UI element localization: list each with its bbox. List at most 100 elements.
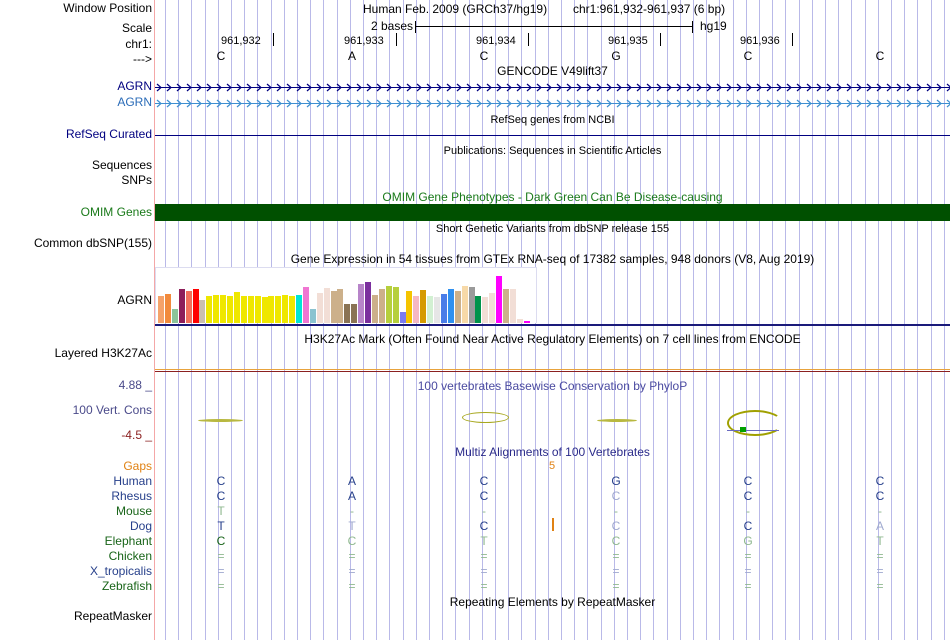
alignment-base-mouse[interactable]: -: [746, 504, 750, 518]
alignment-base-human[interactable]: A: [347, 474, 356, 488]
gtex-tissue-bar[interactable]: [447, 289, 454, 323]
gtex-tissue-bar[interactable]: [461, 286, 468, 323]
gtex-tissue-bar[interactable]: [164, 294, 171, 323]
alignment-base-rhesus[interactable]: C: [216, 489, 226, 503]
alignment-base-elephant[interactable]: T: [876, 534, 884, 548]
gtex-tissue-bar[interactable]: [268, 296, 275, 323]
label-common-dbsnp[interactable]: Common dbSNP(155): [33, 236, 152, 250]
alignment-base-rhesus[interactable]: C: [479, 489, 489, 503]
alignment-base-mouse[interactable]: -: [878, 504, 882, 518]
gtex-tissue-bar[interactable]: [247, 296, 254, 323]
gtex-track-title[interactable]: Gene Expression in 54 tissues from GTEx …: [290, 252, 815, 266]
gtex-tissue-bar[interactable]: [399, 312, 406, 323]
gtex-tissue-bar[interactable]: [523, 321, 530, 323]
alignment-base-dog[interactable]: C: [479, 519, 489, 533]
gtex-tissue-bar[interactable]: [440, 294, 447, 323]
alignment-base-chicken[interactable]: =: [612, 549, 620, 563]
alignment-base-x_tropicalis[interactable]: =: [348, 564, 356, 578]
gtex-tissue-bar[interactable]: [434, 297, 440, 323]
label-omim-genes[interactable]: OMIM Genes: [80, 205, 152, 219]
alignment-base-x_tropicalis[interactable]: =: [744, 564, 752, 578]
gtex-tissue-bar[interactable]: [261, 297, 268, 323]
alignment-base-zebrafish[interactable]: =: [744, 579, 752, 593]
gtex-tissue-bar[interactable]: [351, 304, 358, 323]
omim-track-title[interactable]: OMIM Gene Phenotypes - Dark Green Can Be…: [382, 190, 723, 204]
gtex-tissue-bar[interactable]: [330, 291, 337, 323]
gtex-tissue-bar[interactable]: [296, 295, 302, 323]
alignment-base-x_tropicalis[interactable]: =: [217, 564, 225, 578]
gtex-tissue-bar[interactable]: [316, 293, 323, 323]
label-species-mouse[interactable]: Mouse: [115, 504, 152, 518]
label-100-vert-cons[interactable]: 100 Vert. Cons: [72, 403, 152, 417]
label-species-xtropicalis[interactable]: X_tropicalis: [89, 564, 152, 578]
label-species-elephant[interactable]: Elephant: [104, 534, 152, 548]
gtex-tissue-bar[interactable]: [282, 295, 289, 323]
alignment-base-human[interactable]: C: [479, 474, 489, 488]
label-pub-sequences[interactable]: Sequences: [91, 158, 152, 172]
alignment-base-mouse[interactable]: T: [217, 504, 225, 518]
refseq-track-title[interactable]: RefSeq genes from NCBI: [490, 114, 615, 126]
gtex-tissue-bar[interactable]: [378, 289, 385, 323]
label-gencode-agrn-1[interactable]: AGRN: [117, 79, 152, 93]
gtex-tissue-bar[interactable]: [365, 282, 371, 323]
gtex-tissue-bar[interactable]: [206, 296, 213, 323]
gtex-tissue-bar[interactable]: [413, 296, 420, 323]
gtex-tissue-bar[interactable]: [185, 291, 192, 323]
alignment-base-chicken[interactable]: =: [217, 549, 225, 563]
alignment-base-human[interactable]: C: [875, 474, 885, 488]
gtex-tissue-bar[interactable]: [275, 296, 282, 323]
alignment-base-chicken[interactable]: =: [480, 549, 488, 563]
gtex-tissue-bar[interactable]: [385, 286, 392, 323]
gtex-tissue-bar[interactable]: [240, 296, 247, 323]
gtex-tissue-bar[interactable]: [482, 297, 489, 323]
gtex-tissue-bar[interactable]: [427, 296, 434, 323]
omim-gene-bar[interactable]: [155, 204, 950, 221]
alignment-base-mouse[interactable]: -: [482, 504, 486, 518]
phylop-conservation-glyph[interactable]: [727, 410, 783, 436]
repeatmasker-track-title[interactable]: Repeating Elements by RepeatMasker: [449, 595, 656, 609]
gtex-tissue-bar[interactable]: [509, 289, 516, 323]
phylop-conservation-glyph[interactable]: [198, 419, 243, 422]
label-species-dog[interactable]: Dog: [129, 519, 152, 533]
alignment-base-zebrafish[interactable]: =: [876, 579, 884, 593]
label-layered-h3k27ac[interactable]: Layered H3K27Ac: [54, 346, 152, 360]
label-gencode-agrn-2[interactable]: AGRN: [117, 95, 152, 109]
gtex-tissue-bar[interactable]: [406, 291, 413, 323]
label-species-chicken[interactable]: Chicken: [108, 549, 152, 563]
gtex-tissue-bar[interactable]: [503, 289, 509, 323]
gtex-tissue-bar[interactable]: [220, 295, 227, 323]
label-refseq-curated[interactable]: RefSeq Curated: [65, 127, 152, 141]
gtex-tissue-bar[interactable]: [158, 296, 164, 323]
alignment-base-dog[interactable]: T: [217, 519, 225, 533]
gtex-tissue-bar[interactable]: [171, 309, 178, 323]
alignment-base-rhesus[interactable]: C: [611, 489, 621, 503]
multiz-track-title[interactable]: Multiz Alignments of 100 Vertebrates: [455, 445, 650, 459]
label-pub-snps[interactable]: SNPs: [121, 173, 152, 187]
alignment-base-elephant[interactable]: C: [611, 534, 621, 548]
alignment-base-elephant[interactable]: C: [347, 534, 357, 548]
alignment-base-chicken[interactable]: =: [744, 549, 752, 563]
dbsnp-track-title[interactable]: Short Genetic Variants from dbSNP releas…: [435, 223, 670, 235]
alignment-base-human[interactable]: G: [611, 474, 621, 488]
gtex-tissue-bar[interactable]: [516, 319, 523, 323]
alignment-base-rhesus[interactable]: C: [743, 489, 753, 503]
gtex-tissue-bar[interactable]: [489, 293, 496, 323]
gtex-tissue-bar[interactable]: [178, 289, 185, 323]
alignment-base-x_tropicalis[interactable]: =: [612, 564, 620, 578]
gencode-transcript-row-1[interactable]: [155, 82, 950, 94]
gtex-tissue-bar[interactable]: [344, 304, 351, 323]
gtex-bar-chart[interactable]: [155, 267, 537, 323]
gtex-tissue-bar[interactable]: [371, 295, 378, 323]
gtex-tissue-bar[interactable]: [233, 292, 240, 323]
gtex-tissue-bar[interactable]: [309, 309, 316, 323]
label-species-rhesus[interactable]: Rhesus: [111, 489, 152, 503]
gtex-tissue-bar[interactable]: [199, 300, 206, 323]
gtex-tissue-bar[interactable]: [475, 296, 482, 323]
refseq-feature-line[interactable]: [155, 135, 950, 136]
publications-track-title[interactable]: Publications: Sequences in Scientific Ar…: [443, 145, 662, 157]
track-data-panel[interactable]: 961,932 961,933 961,934 961,935 961,936 Huma…: [154, 0, 950, 640]
gtex-tissue-bar[interactable]: [392, 287, 399, 323]
alignment-base-dog[interactable]: C: [743, 519, 753, 533]
alignment-base-chicken[interactable]: =: [876, 549, 884, 563]
label-gaps[interactable]: Gaps: [123, 459, 152, 473]
